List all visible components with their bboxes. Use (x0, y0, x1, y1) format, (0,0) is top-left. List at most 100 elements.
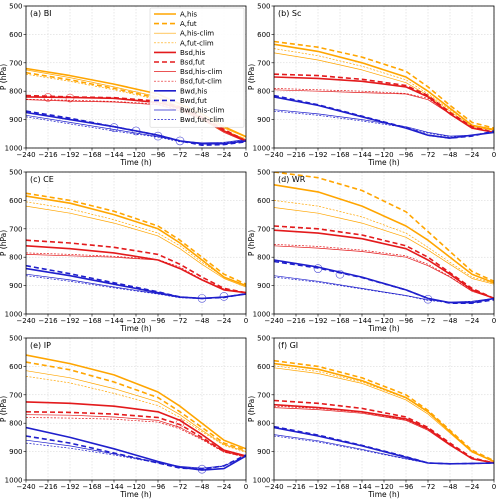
y-tick-label: 800 (9, 254, 22, 262)
x-tick-label: −120 (374, 151, 393, 159)
panel-title: (b) Sc (278, 9, 301, 18)
x-tick-label: −192 (308, 317, 327, 325)
x-tick-label: −96 (399, 151, 414, 159)
x-tick-label: −72 (421, 483, 436, 491)
y-tick-label: 500 (9, 3, 22, 11)
y-tick-label: 500 (9, 169, 22, 177)
series-group (26, 354, 246, 474)
series-line-bsd-fut (274, 73, 494, 134)
y-tick-label: 800 (257, 254, 270, 262)
series-group (274, 40, 494, 139)
y-tick-label: 700 (9, 225, 22, 233)
series-line-bsd-fut (26, 239, 246, 294)
x-tick-label: −192 (60, 151, 79, 159)
x-tick-label: −48 (443, 151, 458, 159)
y-tick-label: 1000 (5, 477, 23, 485)
series-line-a-his-clim (26, 370, 246, 452)
legend-label: Bwd,fut-clim (180, 116, 224, 124)
x-tick-label: 0 (244, 483, 248, 491)
x-tick-label: −48 (195, 151, 210, 159)
panel-title: (d) WR (278, 175, 306, 184)
y-axis-label: P (hPa) (0, 230, 8, 256)
x-tick-label: −240 (264, 317, 283, 325)
series-line-a-fut-clim (274, 200, 494, 284)
x-tick-label: −192 (308, 483, 327, 491)
x-tick-label: −144 (104, 151, 124, 159)
series-line-bwd-fut-clim (26, 275, 246, 300)
legend-label: A,fut-clim (180, 39, 214, 47)
x-tick-label: −168 (330, 483, 349, 491)
series-line-bwd-fut (274, 425, 494, 465)
y-tick-label: 600 (9, 197, 22, 205)
x-tick-label: −216 (286, 483, 306, 491)
x-tick-label: 0 (244, 151, 248, 159)
series-line-bsd-his-clim (274, 245, 494, 299)
x-tick-label: −144 (104, 317, 124, 325)
y-tick-label: 900 (9, 116, 22, 124)
x-axis-label: Time (h) (119, 490, 151, 499)
series-line-bwd-fut (26, 264, 246, 300)
series-line-a-fut (274, 359, 494, 462)
y-tick-label: 500 (257, 169, 270, 177)
y-tick-label: 800 (257, 88, 270, 96)
y-tick-label: 800 (257, 420, 270, 428)
x-tick-label: −48 (195, 483, 210, 491)
panel-title: (f) GI (278, 341, 298, 350)
series-line-a-fut (274, 172, 494, 283)
x-tick-label: −24 (465, 317, 480, 325)
y-axis-label: P (hPa) (247, 230, 256, 256)
y-tick-label: 900 (257, 282, 270, 290)
series-line-bwd-fut-clim (274, 276, 494, 303)
series-line-bwd-fut (26, 110, 246, 146)
y-tick-label: 1000 (253, 311, 271, 319)
series-line-bsd-fut (26, 411, 246, 458)
series-line-bsd-his (274, 403, 494, 464)
marker-circle (335, 269, 345, 279)
legend-label: A,his (180, 11, 197, 19)
x-tick-label: 0 (492, 483, 496, 491)
series-line-a-his (26, 195, 246, 287)
y-tick-label: 1000 (253, 477, 271, 485)
x-tick-label: 0 (492, 151, 496, 159)
x-tick-label: −72 (421, 317, 436, 325)
y-tick-label: 600 (257, 31, 270, 39)
x-tick-label: −24 (465, 483, 480, 491)
series-line-a-fut-clim (26, 375, 246, 453)
marker-circle (197, 294, 207, 303)
x-tick-label: −240 (264, 151, 283, 159)
series-line-a-his-clim (26, 205, 246, 288)
x-tick-label: −24 (465, 151, 480, 159)
legend-label: Bwd,his (180, 87, 208, 95)
legend-label: A,fut (180, 20, 197, 28)
panel-3: −240 −216 −192 −168 −144 −120 −96 −72 −48 −24 0100… (0, 169, 248, 334)
y-axis-label: P (hPa) (0, 396, 8, 422)
y-tick-label: 1000 (5, 311, 23, 319)
marker-circle (65, 93, 75, 103)
x-axis-label: Time (h) (119, 324, 151, 333)
legend-label: Bsd,fut (180, 59, 205, 67)
series-line-bsd-fut (274, 399, 494, 464)
series-line-bwd-his (26, 426, 246, 471)
series-line-bsd-fut-clim (274, 244, 494, 299)
series-line-a-his (274, 184, 494, 284)
x-tick-label: −144 (352, 151, 372, 159)
x-tick-label: −168 (82, 317, 101, 325)
y-tick-label: 500 (257, 335, 270, 343)
panel-4: −240 −216 −192 −168 −144 −120 −96 −72 −48 −24 0100… (247, 169, 496, 334)
series-line-a-his (274, 43, 494, 131)
x-tick-label: −48 (195, 317, 210, 325)
y-axis-label: P (hPa) (0, 64, 8, 90)
x-tick-label: −72 (173, 317, 188, 325)
y-tick-label: 700 (9, 59, 22, 67)
series-line-a-fut (274, 40, 494, 129)
series-line-a-his (274, 362, 494, 463)
y-tick-label: 500 (257, 3, 270, 11)
x-tick-label: −96 (151, 151, 166, 159)
y-tick-label: 600 (257, 363, 270, 371)
x-tick-label: −48 (443, 483, 458, 491)
series-line-bsd-fut (274, 225, 494, 300)
x-tick-label: −120 (374, 317, 393, 325)
x-tick-label: −96 (399, 317, 414, 325)
legend-label: Bsd,fut-clim (180, 78, 222, 86)
x-tick-label: −216 (38, 151, 58, 159)
